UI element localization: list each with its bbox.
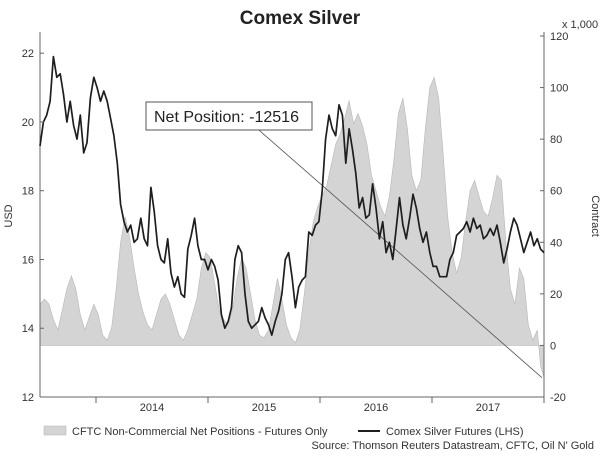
right-tick-label: 80 <box>550 134 562 146</box>
right-axis-label: Contract <box>589 195 601 237</box>
net-position-callout-text: Net Position: -12516 <box>154 109 299 126</box>
silver-futures-line-series <box>39 55 545 336</box>
left-tick-label: 14 <box>22 323 34 335</box>
left-tick-label: 22 <box>22 48 34 60</box>
legend-label-net-positions: CFTC Non-Commercial Net Positions - Futu… <box>72 426 328 438</box>
right-tick-label: 120 <box>550 31 568 43</box>
left-axis-ticks: 12 14 16 18 20 22 <box>22 48 44 404</box>
x-tick-label: 2014 <box>140 402 164 414</box>
x-tick-label: 2015 <box>252 402 276 414</box>
chart-title: Comex Silver <box>240 8 361 29</box>
right-axis-ticks: -20 0 20 40 60 80 100 120 <box>540 31 568 404</box>
right-tick-label: 60 <box>550 186 562 198</box>
net-positions-area <box>39 76 545 378</box>
source-note: Source: Thomson Reuters Datastream, CFTC… <box>312 440 595 452</box>
left-axis-label: USD <box>3 204 15 227</box>
net-positions-area-series <box>39 76 545 378</box>
right-tick-label: -20 <box>550 392 566 404</box>
right-tick-label: 100 <box>550 83 568 95</box>
right-tick-label: 0 <box>550 340 556 352</box>
left-tick-label: 20 <box>22 117 34 129</box>
net-position-callout-box <box>145 101 313 131</box>
left-tick-label: 18 <box>22 186 34 198</box>
legend: CFTC Non-Commercial Net Positions - Futu… <box>43 425 524 438</box>
x-tick-label: 2016 <box>364 402 388 414</box>
right-tick-label: 20 <box>550 289 562 301</box>
silver-futures-line <box>39 55 545 336</box>
annotation-pointer <box>251 123 543 378</box>
legend-label-silver-futures: Comex Silver Futures (LHS) <box>386 426 524 438</box>
net-position-callout: Net Position: -12516 <box>145 101 313 131</box>
right-axis-unit-note: x 1,000 <box>562 19 598 31</box>
x-axis-ticks: 2014 2015 2016 2017 <box>95 397 545 414</box>
right-tick-label: 40 <box>550 237 562 249</box>
annotation-pointer-line <box>251 123 543 378</box>
plot-frame <box>39 32 545 398</box>
legend-area-swatch <box>43 425 67 436</box>
left-tick-label: 12 <box>22 392 34 404</box>
left-tick-label: 16 <box>22 254 34 266</box>
x-tick-label: 2017 <box>476 402 500 414</box>
